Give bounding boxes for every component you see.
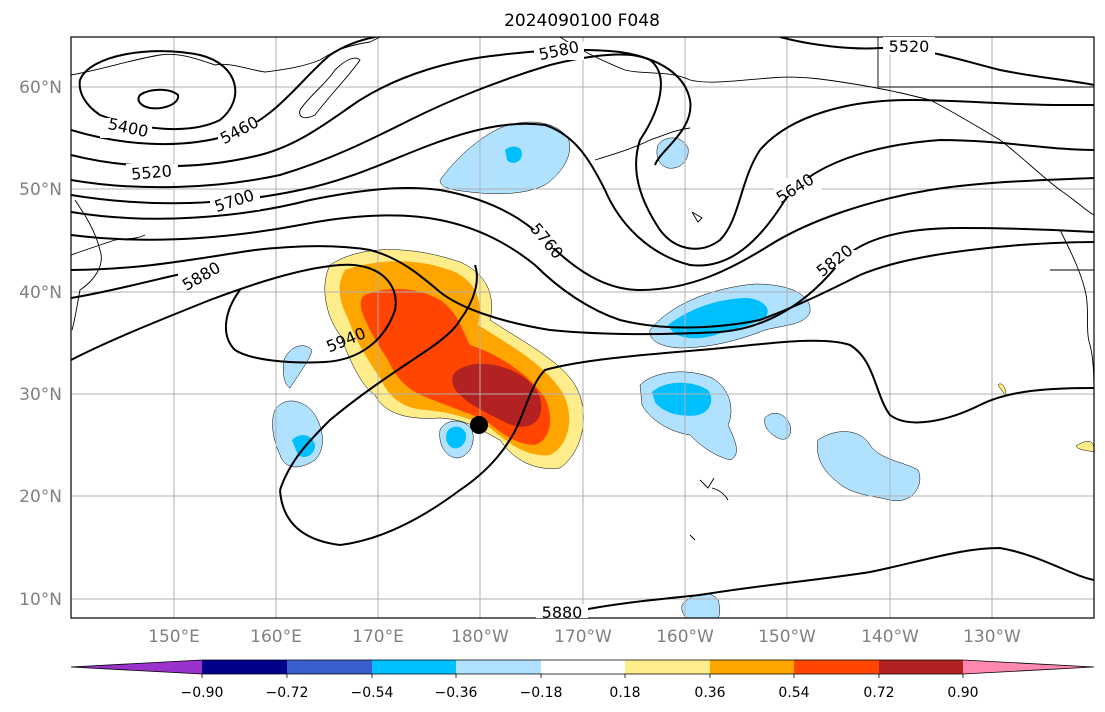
- colorbar-segment: [372, 660, 456, 674]
- lon-label-130w: 130°W: [963, 627, 1021, 647]
- colorbar-segment: [202, 660, 287, 674]
- colorbar-segment: [794, 660, 879, 674]
- height-contours: [71, 37, 1094, 616]
- map-title: 2024090100 F048: [504, 11, 660, 31]
- lat-label-20n: 20°N: [19, 487, 62, 507]
- map-area: [71, 37, 1094, 618]
- positive-anomaly-east-edge: [1075, 441, 1094, 453]
- negative-anomaly-southeast: [817, 431, 920, 502]
- contour-5880-loop: [71, 263, 397, 364]
- contour-5460: [71, 37, 376, 146]
- coast-kuril: [71, 199, 102, 331]
- lat-label-30n: 30°N: [19, 385, 62, 405]
- colorbar-segment: [287, 660, 372, 674]
- contour-5520-west: [71, 48, 692, 168]
- contour-label-5520-east: 5520: [889, 37, 930, 56]
- colorbar-tick-label: −0.54: [351, 685, 394, 701]
- contour-5700: [71, 177, 1094, 292]
- colorbar-tick-label: 0.72: [863, 685, 894, 701]
- coast-hawaii: [689, 477, 729, 541]
- coast-siberia: [71, 37, 381, 76]
- lon-label-150w: 150°W: [758, 627, 816, 647]
- lon-label-140w: 140°W: [861, 627, 919, 647]
- lat-label-60n: 60°N: [19, 78, 62, 98]
- colorbar-extend-high: [963, 660, 1094, 674]
- contour-5880-bottom: [559, 546, 1094, 616]
- contour-5640: [71, 122, 1094, 267]
- negative-anomaly-north-core: [505, 146, 522, 163]
- negative-anomaly-south: [681, 593, 721, 618]
- coast-island: [691, 211, 703, 223]
- colorbar-tick-label: −0.72: [266, 685, 309, 701]
- contour-label-5880-north: 5880: [179, 258, 224, 295]
- lat-label-10n: 10°N: [19, 590, 62, 610]
- negative-anomaly-north: [439, 121, 570, 194]
- latitude-labels: 60°N 50°N 40°N 30°N 20°N 10°N: [19, 78, 62, 610]
- contour-5400-inner: [137, 88, 180, 110]
- contour-5940: [279, 264, 478, 546]
- colorbar-segment: [541, 660, 625, 674]
- colorbar-tick-label: −0.18: [520, 685, 563, 701]
- contour-5580: [71, 53, 1094, 250]
- contour-label-5820: 5820: [813, 241, 857, 281]
- negative-anomaly-hawaii-west-core: [446, 426, 467, 449]
- contour-5880-south: [339, 339, 1094, 546]
- lon-label-170e: 170°E: [352, 627, 404, 647]
- colorbar-tick-labels: −0.90 −0.72 −0.54 −0.36 −0.18 0.18 0.36 …: [181, 685, 979, 701]
- contour-5400-low: [78, 50, 237, 131]
- contour-label-5880-south: 5880: [542, 603, 583, 622]
- negative-anomaly-central-core: [652, 382, 712, 416]
- colorbar-tick-label: −0.90: [181, 685, 224, 701]
- coast-aleutians: [594, 127, 691, 161]
- lon-label-180w: 180°W: [451, 627, 509, 647]
- negative-anomaly-west-small: [283, 345, 313, 389]
- contour-label-5640: 5640: [773, 169, 818, 207]
- colorbar-tick-label: 0.36: [694, 685, 725, 701]
- positive-anomaly-east-dot: [997, 383, 1006, 396]
- coast-northamerica: [1059, 229, 1094, 401]
- colorbar-segment: [879, 660, 963, 674]
- colorbar: [70, 659, 1095, 678]
- coast-canada-box: [877, 37, 1094, 88]
- gridlines: [71, 37, 1094, 618]
- lon-label-160e: 160°E: [250, 627, 302, 647]
- coast-alaska: [559, 37, 1094, 216]
- lat-label-40n: 40°N: [19, 283, 62, 303]
- positive-anomaly-072: [452, 363, 542, 427]
- coast-japan: [71, 234, 146, 256]
- colorbar-segment: [710, 660, 794, 674]
- contour-5760: [71, 214, 1094, 329]
- shading-layer: [272, 121, 1094, 618]
- storm-center-marker: [470, 416, 488, 434]
- colorbar-tick-label: −0.36: [435, 685, 478, 701]
- colorbar-tick-label: 0.90: [947, 685, 978, 701]
- lat-label-50n: 50°N: [19, 180, 62, 200]
- negative-anomaly-small: [764, 413, 791, 440]
- contour-5820: [71, 226, 1094, 336]
- colorbar-segment: [456, 660, 541, 674]
- longitude-labels: 150°E 160°E 170°E 180°W 170°W 160°W 150°…: [148, 627, 1021, 647]
- colorbar-tick-label: 0.18: [609, 685, 640, 701]
- contour-5520-east: [779, 37, 1094, 86]
- lon-label-160w: 160°W: [656, 627, 714, 647]
- coast-kamchatka: [299, 57, 361, 119]
- colorbar-extend-low: [71, 660, 202, 674]
- lon-label-170w: 170°W: [554, 627, 612, 647]
- colorbar-segment: [625, 660, 710, 674]
- lon-label-150e: 150°E: [148, 627, 200, 647]
- contour-label-5520-west: 5520: [130, 161, 172, 183]
- colorbar-tick-label: 0.54: [778, 685, 809, 701]
- coastlines: [71, 37, 1094, 541]
